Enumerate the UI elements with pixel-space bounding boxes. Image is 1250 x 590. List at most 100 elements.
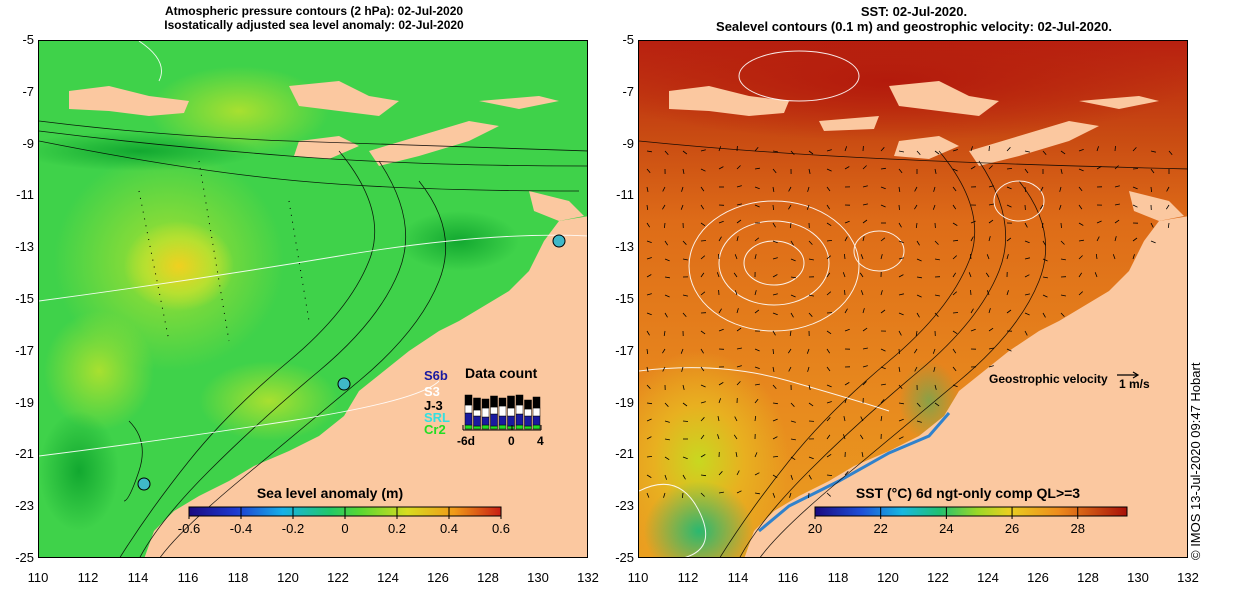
velocity-arrow <box>736 219 742 224</box>
velocity-arrow <box>880 309 886 314</box>
velocity-arrow <box>646 312 652 316</box>
velocity-arrow <box>1132 147 1137 152</box>
velocity-arrow <box>826 272 831 278</box>
velocity-arrow <box>988 165 993 170</box>
velocity-arrow <box>734 290 738 296</box>
lat-tick-label: -25 <box>15 550 34 565</box>
velocity-arrow <box>807 366 810 372</box>
data-count-bar <box>481 416 490 426</box>
velocity-arrow <box>861 452 864 458</box>
velocity-arrow <box>790 456 796 461</box>
velocity-arrow <box>916 240 920 246</box>
velocity-legend: Geostrophic velocity 1 m/s <box>989 371 1150 391</box>
velocity-arrow <box>1006 309 1012 314</box>
velocity-arrow <box>1006 348 1012 352</box>
velocity-arrow <box>736 381 741 386</box>
data-count-bar <box>515 394 524 406</box>
velocity-arrow <box>772 402 778 405</box>
velocity-arrow <box>1150 222 1154 228</box>
velocity-arrow <box>934 150 940 155</box>
data-count-bar <box>524 425 532 430</box>
velocity-arrow <box>646 456 653 458</box>
data-count-bar <box>498 415 507 426</box>
velocity-arrow <box>1078 222 1084 226</box>
right-title-line2: Sealevel contours (0.1 m) and geostrophi… <box>716 19 1112 34</box>
velocity-arrow <box>646 330 650 336</box>
velocity-arrow <box>808 456 814 460</box>
data-count-bar <box>473 425 481 430</box>
sst-colorbar: SST (°C) 6d ngt-only comp QL>=3 20 22 24 26… <box>808 485 1128 536</box>
velocity-arrow <box>662 348 666 354</box>
velocity-arrow <box>1096 236 1100 242</box>
velocity-arrow <box>842 272 846 278</box>
velocity-arrow <box>1060 150 1066 155</box>
velocity-arrow <box>682 402 688 407</box>
velocity-arrow <box>844 253 846 260</box>
velocity-arrow <box>1096 220 1102 224</box>
velocity-arrow <box>952 291 957 296</box>
velocity-arrow <box>662 186 666 192</box>
velocity-arrow <box>988 327 994 332</box>
velocity-arrow <box>807 186 810 192</box>
data-count-bar <box>524 415 532 427</box>
colorbar-tick-label: -0.4 <box>230 521 252 536</box>
sea-level-contours <box>639 50 1045 557</box>
velocity-arrow <box>934 384 937 390</box>
velocity-arrow <box>754 186 760 190</box>
velocity-arrow <box>952 204 957 210</box>
velocity-arrow <box>733 434 738 440</box>
velocity-arrow <box>1168 150 1173 156</box>
velocity-arrow <box>880 254 883 260</box>
left-title-line1: Atmospheric pressure contours (2 hPa): 0… <box>164 4 464 18</box>
velocity-scale-label: 1 m/s <box>1119 377 1150 391</box>
velocity-arrow <box>682 240 687 245</box>
lon-tick-label: 110 <box>27 570 49 585</box>
velocity-arrow <box>772 436 778 440</box>
velocity-arrow <box>736 327 742 332</box>
velocity-arrow <box>700 240 707 242</box>
velocity-arrow <box>826 492 831 497</box>
lon-tick-label: 126 <box>1027 570 1049 585</box>
small-island <box>1079 96 1159 109</box>
lon-tick-label: 116 <box>777 570 799 585</box>
velocity-arrow <box>700 474 707 477</box>
velocity-arrow <box>754 237 760 242</box>
velocity-arrow <box>790 258 796 262</box>
velocity-arrow <box>1024 274 1030 278</box>
velocity-arrow <box>862 165 867 170</box>
java-island <box>69 86 189 116</box>
colorbar-tick-label: 0.6 <box>492 521 510 536</box>
velocity-arrow <box>788 366 792 372</box>
sea-level-anomaly-map[interactable]: Data count S6b S3 J-3 SRL Cr2 -6d 0 4 Se… <box>38 40 588 558</box>
velocity-arrow <box>789 330 792 336</box>
sst-map[interactable]: Geostrophic velocity 1 m/s SST (°C) 6d n… <box>638 40 1188 558</box>
lon-tick-label: 118 <box>227 570 249 585</box>
data-count-bar <box>532 424 541 430</box>
sst-colorbar-title: SST (°C) 6d ngt-only comp QL>=3 <box>856 485 1080 501</box>
velocity-arrow <box>898 240 904 244</box>
velocity-arrow <box>664 294 670 298</box>
velocity-arrow <box>736 490 742 494</box>
data-count-bar <box>481 424 490 430</box>
velocity-arrow <box>933 186 936 192</box>
velocity-arrow <box>772 348 774 355</box>
data-count-bar <box>515 413 524 426</box>
velocity-arrow <box>733 272 738 278</box>
lat-tick-label: -13 <box>615 239 634 255</box>
sumba-island <box>894 136 959 159</box>
lon-tick-label: 116 <box>177 570 199 585</box>
velocity-arrow <box>646 204 649 210</box>
velocity-arrow <box>772 240 778 244</box>
velocity-arrow <box>1150 186 1152 193</box>
altimeter-tracks <box>138 160 310 342</box>
data-count-bar <box>490 395 498 408</box>
velocity-arrow <box>1078 272 1083 278</box>
sat-label-cr2: Cr2 <box>424 422 446 437</box>
velocity-arrow <box>808 402 814 407</box>
timor-island <box>369 121 499 166</box>
lon-tick-label: 124 <box>377 570 399 585</box>
velocity-arrow <box>1040 186 1044 192</box>
velocity-arrow <box>646 150 652 153</box>
velocity-arrow <box>859 434 864 440</box>
velocity-arrow <box>914 204 918 210</box>
